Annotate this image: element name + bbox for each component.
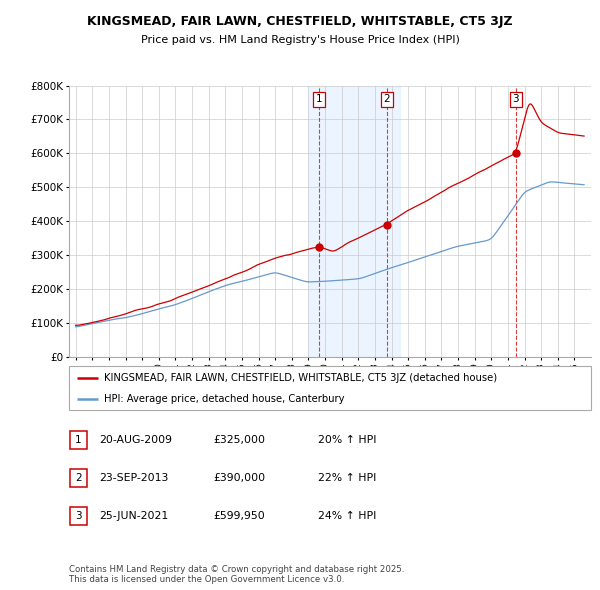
Text: £325,000: £325,000 <box>213 435 265 444</box>
Text: £599,950: £599,950 <box>213 512 265 521</box>
Text: 2: 2 <box>384 94 391 104</box>
Text: KINGSMEAD, FAIR LAWN, CHESTFIELD, WHITSTABLE, CT5 3JZ (detached house): KINGSMEAD, FAIR LAWN, CHESTFIELD, WHITST… <box>104 373 497 383</box>
Text: £390,000: £390,000 <box>213 473 265 483</box>
Text: 20-AUG-2009: 20-AUG-2009 <box>99 435 172 444</box>
Text: 24% ↑ HPI: 24% ↑ HPI <box>318 512 376 521</box>
Text: Contains HM Land Registry data © Crown copyright and database right 2025.
This d: Contains HM Land Registry data © Crown c… <box>69 565 404 584</box>
Text: 22% ↑ HPI: 22% ↑ HPI <box>318 473 376 483</box>
Text: 23-SEP-2013: 23-SEP-2013 <box>99 473 169 483</box>
Text: KINGSMEAD, FAIR LAWN, CHESTFIELD, WHITSTABLE, CT5 3JZ: KINGSMEAD, FAIR LAWN, CHESTFIELD, WHITST… <box>87 15 513 28</box>
Text: Price paid vs. HM Land Registry's House Price Index (HPI): Price paid vs. HM Land Registry's House … <box>140 35 460 45</box>
Text: 1: 1 <box>75 435 82 444</box>
Text: HPI: Average price, detached house, Canterbury: HPI: Average price, detached house, Cant… <box>104 394 345 404</box>
FancyBboxPatch shape <box>69 366 591 410</box>
Text: 3: 3 <box>512 94 519 104</box>
Text: 2: 2 <box>75 473 82 483</box>
FancyBboxPatch shape <box>70 507 87 525</box>
Text: 20% ↑ HPI: 20% ↑ HPI <box>318 435 377 444</box>
Text: 3: 3 <box>75 512 82 521</box>
Text: 1: 1 <box>316 94 322 104</box>
FancyBboxPatch shape <box>70 469 87 487</box>
Bar <box>308 86 400 357</box>
Text: 25-JUN-2021: 25-JUN-2021 <box>99 512 168 521</box>
FancyBboxPatch shape <box>70 431 87 448</box>
